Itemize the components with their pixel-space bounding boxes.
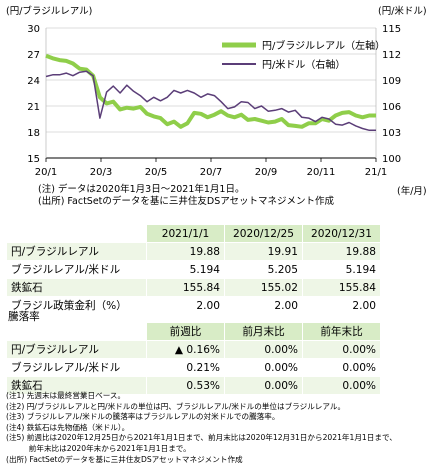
row-label: ブラジルレアル/米ドル: [6, 260, 147, 279]
table-row: ブラジルレアル/米ドル 0.21% 0.00% 0.00%: [6, 358, 381, 377]
row-label: ブラジル政策金利（%）: [6, 296, 147, 315]
y-right-tick-label: 112: [382, 50, 401, 61]
table-cell: 0.21%: [146, 358, 225, 377]
x-axis-label: (年/月): [397, 185, 427, 197]
series-line-jpy-usd: [45, 70, 376, 132]
footnote: (注5) 前週比は2020年12月25日から2021年1月1日まで、前月末比は2…: [6, 433, 397, 443]
table-cell: 0.00%: [302, 376, 381, 395]
table-header-cell: 2020/12/31: [302, 224, 381, 243]
table-cell: 5.205: [224, 260, 303, 279]
table-header-cell: 前年末比: [302, 322, 381, 341]
table-cell: 19.88: [146, 242, 225, 261]
table-header-row: 前週比 前月末比 前年末比: [6, 322, 381, 341]
y-left-tick-label: 30: [27, 24, 40, 35]
y-left-tick-label: 15: [27, 154, 40, 165]
table-row: ブラジルレアル/米ドル 5.194 5.205 5.194: [6, 260, 381, 279]
x-tick-label: 20/11: [307, 167, 336, 178]
table-row: 鉄鉱石 0.53% 0.00% 0.00%: [6, 376, 381, 395]
table-cell: 2.00: [224, 296, 303, 315]
x-tick-label: 20/1: [35, 167, 57, 178]
table-header-cell: 2021/1/1: [146, 224, 225, 243]
chart-source: (出所) FactSetのデータを基に三井住友DSアセットマネジメント作成: [38, 196, 335, 207]
y-left-tick-label: 24: [27, 76, 40, 87]
change-table-title: 騰落率: [8, 311, 40, 323]
footnote: (注3) ブラジルレアル/米ドルの騰落率はブラジルレアルの対米ドルでの騰落率。: [6, 412, 280, 422]
footnote: 前年末比は2020年末から2021年1月1日まで。: [6, 443, 191, 453]
row-label: 鉄鉱石: [6, 278, 147, 297]
table-row: 鉄鉱石 155.84 155.02 155.84: [6, 278, 381, 297]
footnote: (注4) 鉄鉱石は先物価格（米ドル）。: [6, 422, 130, 432]
y-left-tick-label: 18: [27, 128, 40, 139]
table-cell: 5.194: [302, 260, 381, 279]
table-cell: 2.00: [146, 296, 225, 315]
y-right-tick-label: 109: [382, 76, 401, 87]
x-tick-label: 20/5: [145, 167, 167, 178]
table-cell: 0.00%: [302, 358, 381, 377]
table-cell: 0.00%: [224, 340, 303, 359]
table-row: 円/ブラジルレアル 19.88 19.91 19.88: [6, 242, 381, 261]
row-label: ブラジルレアル/米ドル: [6, 358, 147, 377]
y-right-tick-label: 100: [382, 154, 401, 165]
table-header-cell: [6, 224, 147, 243]
table-cell: 19.91: [224, 242, 303, 261]
y-left-tick-label: 21: [27, 102, 40, 113]
table-cell: 0.00%: [302, 340, 381, 359]
legend-label-brl: 円/ブラジルレアル（左軸）: [262, 39, 385, 52]
series-line-jpy-brl: [45, 53, 376, 129]
row-label: 円/ブラジルレアル: [6, 340, 147, 359]
fx-line-chart: 30 27 24 21 18 15 115 112 109 106 103 100 20/1 20/3 20…: [6, 5, 427, 197]
table-cell: 19.88: [302, 242, 381, 261]
price-table: 2021/1/1 2020/12/25 2020/12/31 円/ブラジルレアル…: [6, 224, 381, 315]
footnote: (注1) 先週末は最終営業日ベース。: [6, 391, 126, 400]
right-axis-label: (円/米ドル): [378, 5, 427, 17]
table-header-cell: [6, 322, 147, 341]
table-cell: 0.00%: [224, 358, 303, 377]
row-label: 円/ブラジルレアル: [6, 242, 147, 261]
y-left-tick-label: 27: [27, 50, 40, 61]
table-cell: 155.84: [146, 278, 225, 297]
x-tick-label: 20/7: [200, 167, 222, 178]
table-cell: 155.84: [302, 278, 381, 297]
table-header-cell: 前週比: [146, 322, 225, 341]
table-cell: 2.00: [302, 296, 381, 315]
table-header-cell: 前月末比: [224, 322, 303, 341]
chart-note: (注) データは2020年1月3日～2021年1月1日。: [38, 184, 245, 195]
y-right-tick-label: 106: [382, 102, 401, 113]
table-cell: ▲ 0.16%: [146, 340, 225, 359]
table-header-row: 2021/1/1 2020/12/25 2020/12/31: [6, 224, 381, 243]
change-table: 前週比 前月末比 前年末比 円/ブラジルレアル ▲ 0.16% 0.00% 0.…: [6, 322, 381, 395]
table-cell: 0.53%: [146, 376, 225, 395]
legend-label-usd: 円/米ドル（右軸）: [262, 58, 345, 71]
footnote: (注2) 円/ブラジルレアルと円/米ドルの単位は円、ブラジルレアル/米ドルの単位…: [6, 401, 346, 411]
row-label: 鉄鉱石: [6, 376, 147, 395]
y-right-tick-label: 115: [382, 24, 401, 35]
table-cell: 5.194: [146, 260, 225, 279]
left-axis-label: (円/ブラジルレアル): [6, 5, 92, 17]
table-row: 円/ブラジルレアル ▲ 0.16% 0.00% 0.00%: [6, 340, 381, 359]
footnote-source: (出所) FactSetのデータを基に三井住友DSアセットマネジメント作成: [6, 454, 243, 464]
x-tick-label: 21/1: [365, 167, 387, 178]
table-cell: 155.02: [224, 278, 303, 297]
table-header-cell: 2020/12/25: [224, 224, 303, 243]
table-cell: 0.00%: [224, 376, 303, 395]
table-row: ブラジル政策金利（%） 2.00 2.00 2.00: [6, 296, 381, 315]
y-right-tick-label: 103: [382, 128, 401, 139]
legend: 円/ブラジルレアル（左軸） 円/米ドル（右軸）: [222, 39, 385, 71]
x-tick-label: 20/9: [255, 167, 277, 178]
x-tick-label: 20/3: [90, 167, 112, 178]
